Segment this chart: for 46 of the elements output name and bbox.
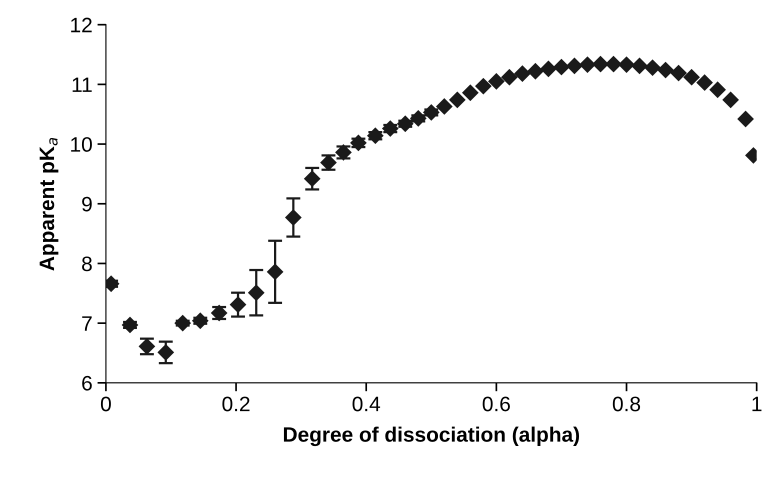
point [605,56,622,72]
x-tick-label: 0.4 [352,396,380,412]
point [684,69,700,86]
x-tick-label: 0.6 [482,396,510,412]
y-tick-label: 6 [82,376,92,391]
point [540,60,556,77]
point [304,170,320,187]
point [285,209,302,226]
point [631,58,648,74]
x-tick-label: 1 [752,396,762,412]
point [230,296,246,313]
point [618,56,635,73]
point [436,98,452,115]
point [696,74,713,91]
point [488,73,504,90]
y-tick-label: 12 [71,18,92,32]
x-tick-label: 0.2 [222,396,250,412]
point [122,316,138,333]
point [738,110,754,128]
point [644,60,661,76]
point [248,284,264,301]
point [592,56,609,72]
point [462,84,478,101]
y-tick-label: 8 [82,256,92,272]
y-tick-label: 11 [72,78,92,92]
point [553,59,570,76]
point [475,78,492,94]
y-tick-label: 7 [82,316,92,331]
point [449,92,466,108]
point [722,92,739,108]
point [514,66,530,82]
x-tick-label: 0.8 [612,396,640,412]
y-axis-title: Apparent pK$_{a}$ [40,138,58,271]
point [670,64,687,82]
y-tick-label: 10 [71,137,92,152]
y-tick-label: 9 [82,196,92,212]
point [267,264,284,280]
point [579,56,596,73]
point [158,344,174,360]
x-axis-title: Degree of dissociation (alpha) [284,426,580,446]
point [527,63,544,80]
point [658,62,674,78]
x-tick-label: 0 [100,396,111,412]
point [566,58,583,74]
point [501,69,518,86]
point [710,82,726,98]
